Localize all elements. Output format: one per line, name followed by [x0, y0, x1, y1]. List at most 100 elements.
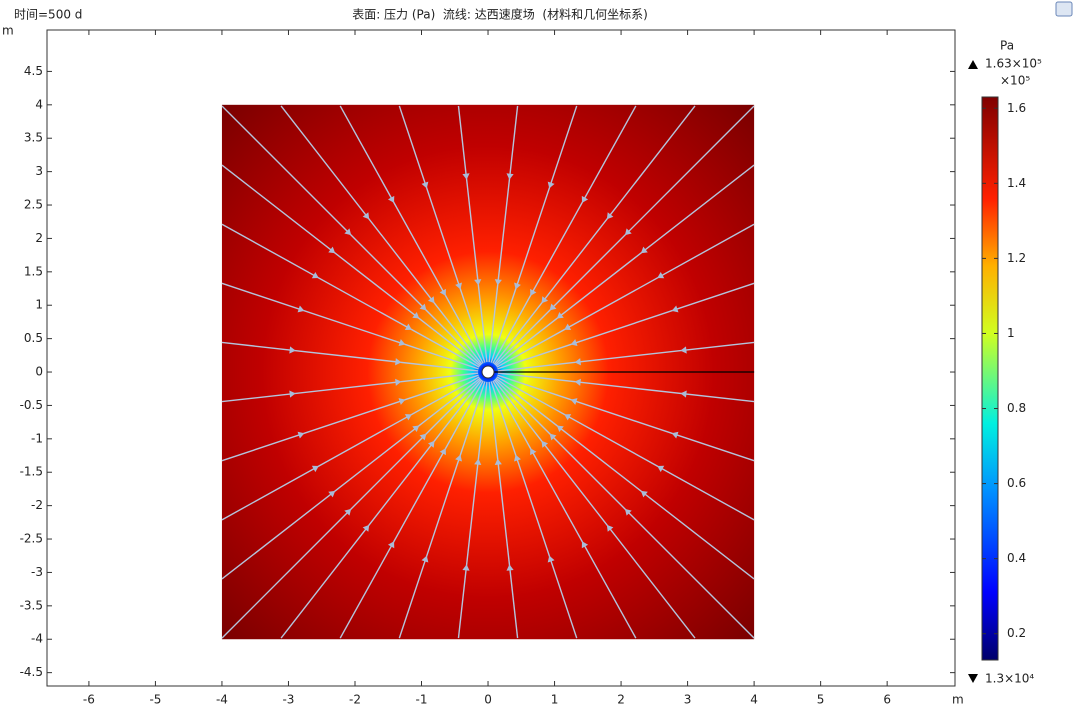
x-tick-label: -6 [83, 693, 95, 707]
stream-arrow [574, 378, 581, 386]
streamline [221, 378, 482, 639]
colorbar-tick-label: 1.4 [1007, 176, 1026, 190]
stream-arrow [428, 440, 435, 448]
stream-arrow [506, 564, 514, 571]
x-tick-label: -2 [349, 693, 361, 707]
stream-arrow [541, 440, 549, 448]
stream-arrow [421, 181, 429, 189]
streamline [280, 379, 483, 639]
stream-arrow [581, 195, 589, 203]
plot-frame [46, 29, 956, 687]
streamline [494, 105, 755, 366]
stream-arrow [564, 414, 572, 421]
stream-arrow [671, 431, 679, 439]
stream-arrow [547, 181, 555, 189]
x-tick-label: -1 [416, 693, 428, 707]
x-tick-label: 6 [883, 693, 891, 707]
stream-arrow [574, 358, 581, 366]
streamline [221, 377, 481, 580]
stream-arrow [514, 282, 521, 290]
stream-arrow [474, 458, 482, 465]
stream-arrow [474, 279, 482, 286]
y-tick-label: 1.5 [24, 264, 43, 278]
streamline [488, 105, 519, 363]
stream-arrow [328, 490, 336, 498]
stream-arrow [344, 228, 352, 236]
streamline [497, 372, 755, 403]
x-tick-label: 0 [484, 693, 492, 707]
streamline [497, 374, 755, 462]
stream-arrow [556, 425, 564, 433]
stream-arrow [328, 246, 336, 254]
stream-arrow [398, 339, 406, 346]
stream-arrow [570, 398, 578, 405]
chart-title: 表面: 压力 (Pa) 流线: 达西速度场 (材料和几何坐标系) [352, 7, 648, 22]
stream-arrow [494, 279, 502, 286]
y-tick-label: 3.5 [24, 131, 43, 145]
stream-arrow [657, 271, 665, 279]
colorbar-multiplier: ×10⁵ [1000, 74, 1030, 88]
stream-arrow [671, 305, 679, 313]
y-tick-label: -3.5 [20, 598, 43, 612]
stream-arrow [289, 346, 296, 354]
stream-arrow [506, 173, 514, 180]
window-icon[interactable] [1055, 1, 1073, 17]
stream-arrow [289, 390, 296, 398]
y-tick-label: -2.5 [20, 532, 43, 546]
streamline [398, 105, 486, 363]
colorbar-tick-label: 0.2 [1007, 626, 1026, 640]
streamline [497, 282, 755, 370]
stream-arrow [564, 323, 572, 330]
stream-arrow [462, 173, 470, 180]
colorbar-tick-label: 0.8 [1007, 401, 1026, 415]
streamline [496, 376, 755, 521]
stream-arrow [606, 212, 614, 220]
x-tick-label: 3 [684, 693, 692, 707]
stream-arrow [398, 398, 406, 405]
stream-arrow [657, 465, 665, 473]
stream-arrow [421, 555, 429, 563]
colorbar-tick-label: 0.6 [1007, 476, 1026, 490]
streamline [339, 380, 484, 639]
x-tick-label: 5 [817, 693, 825, 707]
stream-arrow [419, 303, 427, 311]
stream-arrow [549, 433, 557, 441]
stream-arrow [640, 490, 648, 498]
colorbar-tick-label: 1 [1007, 326, 1015, 340]
y-tick-label: -3 [31, 565, 43, 579]
x-unit: m [952, 693, 964, 707]
colorbar-tick-label: 0.4 [1007, 551, 1026, 565]
streamline [495, 377, 755, 580]
well [481, 365, 495, 379]
stream-arrow [404, 323, 412, 330]
streamline [221, 105, 482, 366]
streamline [221, 372, 479, 403]
stream-arrow [624, 508, 632, 516]
streamline [221, 376, 480, 521]
max-marker [968, 60, 978, 69]
streamline [221, 164, 481, 367]
y-tick-label: 2 [35, 231, 43, 245]
streamline [221, 341, 479, 372]
stream-arrow [344, 508, 352, 516]
x-tick-label: -4 [216, 693, 228, 707]
stream-arrow [311, 271, 319, 279]
stream-arrow [455, 454, 462, 462]
streamline [221, 374, 479, 462]
stream-arrow [387, 541, 395, 549]
streamline [492, 380, 637, 639]
stream-arrow [387, 195, 395, 203]
x-tick-label: -3 [282, 693, 294, 707]
stream-arrow [549, 303, 557, 311]
stream-arrow [412, 425, 420, 433]
stream-arrow [624, 228, 632, 236]
streamline [457, 105, 488, 363]
streamline [492, 105, 637, 364]
y-tick-label: 1 [35, 298, 43, 312]
x-tick-label: 4 [750, 693, 758, 707]
streamline [495, 164, 755, 367]
min-label: 1.3×10⁴ [985, 672, 1034, 686]
stream-arrow [530, 288, 537, 296]
stream-arrow [404, 414, 412, 421]
